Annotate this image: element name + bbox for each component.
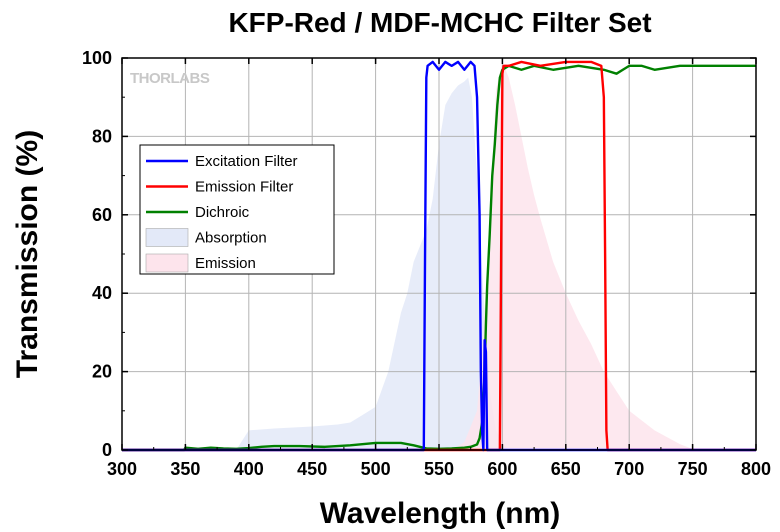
- grid-lines: [122, 58, 756, 450]
- x-tick-label: 600: [487, 459, 517, 479]
- y-tick-label: 0: [102, 440, 112, 460]
- x-tick-label: 750: [678, 459, 708, 479]
- area-fills: [236, 61, 696, 451]
- x-tick-label: 450: [297, 459, 327, 479]
- chart-title: KFP-Red / MDF-MCHC Filter Set: [228, 7, 651, 38]
- x-tick-label: 800: [741, 459, 771, 479]
- y-tick-label: 60: [92, 205, 112, 225]
- x-tick-label: 700: [614, 459, 644, 479]
- emission-area: [451, 61, 696, 451]
- legend-label-emission-filter: Emission Filter: [195, 179, 293, 196]
- x-tick-label: 350: [170, 459, 200, 479]
- legend-swatch-absorption: [145, 228, 189, 247]
- y-tick-label: 20: [92, 362, 112, 382]
- legend-box: [139, 144, 335, 275]
- excitation-filter-line: [122, 60, 756, 452]
- absorption-area: [236, 77, 509, 450]
- y-tick-label: 40: [92, 283, 112, 303]
- legend-label-dichroic: Dichroic: [195, 204, 250, 221]
- legend-label-absorption: Absorption: [195, 230, 267, 247]
- x-tick-label: 400: [234, 459, 264, 479]
- legend-swatch-emission: [145, 253, 189, 273]
- y-tick-label: 100: [82, 48, 112, 68]
- emission-filter-line: [122, 60, 756, 452]
- legend-label-emission: Emission: [195, 255, 256, 272]
- x-tick-label: 550: [424, 459, 454, 479]
- y-tick-label: 80: [92, 126, 112, 146]
- y-axis-label: Transmission (%): [11, 130, 44, 378]
- x-tick-label: 650: [551, 459, 581, 479]
- x-tick-label: 500: [361, 459, 391, 479]
- legend: Excitation Filter Emission Filter Dichroic…: [139, 144, 335, 275]
- x-tick-label: 300: [107, 459, 137, 479]
- thorlabs-logo: THORLABS: [130, 70, 210, 87]
- legend-label-excitation-filter: Excitation Filter: [195, 153, 298, 170]
- series-lines: [122, 60, 756, 452]
- x-axis-label: Wavelength (nm): [320, 497, 561, 530]
- axis-ticks: 300 350 400 450 500 550 600 650 700 750 800 0 20 40 60…: [82, 48, 771, 479]
